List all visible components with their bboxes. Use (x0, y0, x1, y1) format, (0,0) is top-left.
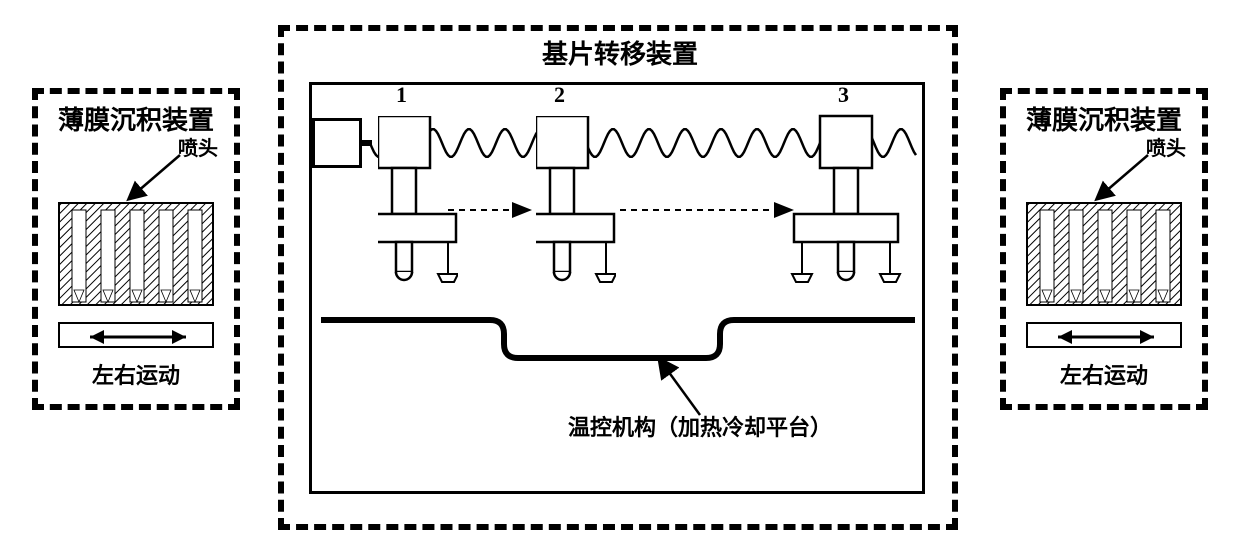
carriage-3-label: 3 (838, 82, 849, 108)
left-spray-head (58, 202, 214, 306)
carriage-1 (378, 116, 458, 306)
carriage-3-icon (820, 116, 930, 306)
carriage-1-icon (378, 116, 458, 306)
left-bidir-arrow-icon (60, 324, 216, 350)
carriage-2 (536, 116, 616, 306)
right-substrate-plate (1026, 322, 1182, 348)
left-nozzle-pointer-icon (0, 0, 260, 220)
carriage-3 (820, 116, 930, 306)
right-spray-head-graphic-icon (1028, 204, 1182, 306)
right-spray-head (1026, 202, 1182, 306)
left-substrate-plate (58, 322, 214, 348)
carriage-2-label: 2 (554, 82, 565, 108)
left-spray-head-graphic-icon (60, 204, 214, 306)
diagram-root: 薄膜沉积装置 喷头 (0, 0, 1240, 552)
right-nozzle-pointer-icon (968, 0, 1228, 220)
left-nozzle-label: 喷头 (178, 132, 218, 161)
carriage-2-icon (536, 116, 616, 306)
center-panel-title: 基片转移装置 (540, 34, 700, 71)
temp-control-label: 温控机构（加热冷却平台） (550, 410, 850, 442)
right-motion-label: 左右运动 (1060, 358, 1148, 390)
right-bidir-arrow-icon (1028, 324, 1184, 350)
left-motion-label: 左右运动 (92, 358, 180, 390)
carriage-1-label: 1 (396, 82, 407, 108)
right-nozzle-label: 喷头 (1146, 132, 1186, 161)
